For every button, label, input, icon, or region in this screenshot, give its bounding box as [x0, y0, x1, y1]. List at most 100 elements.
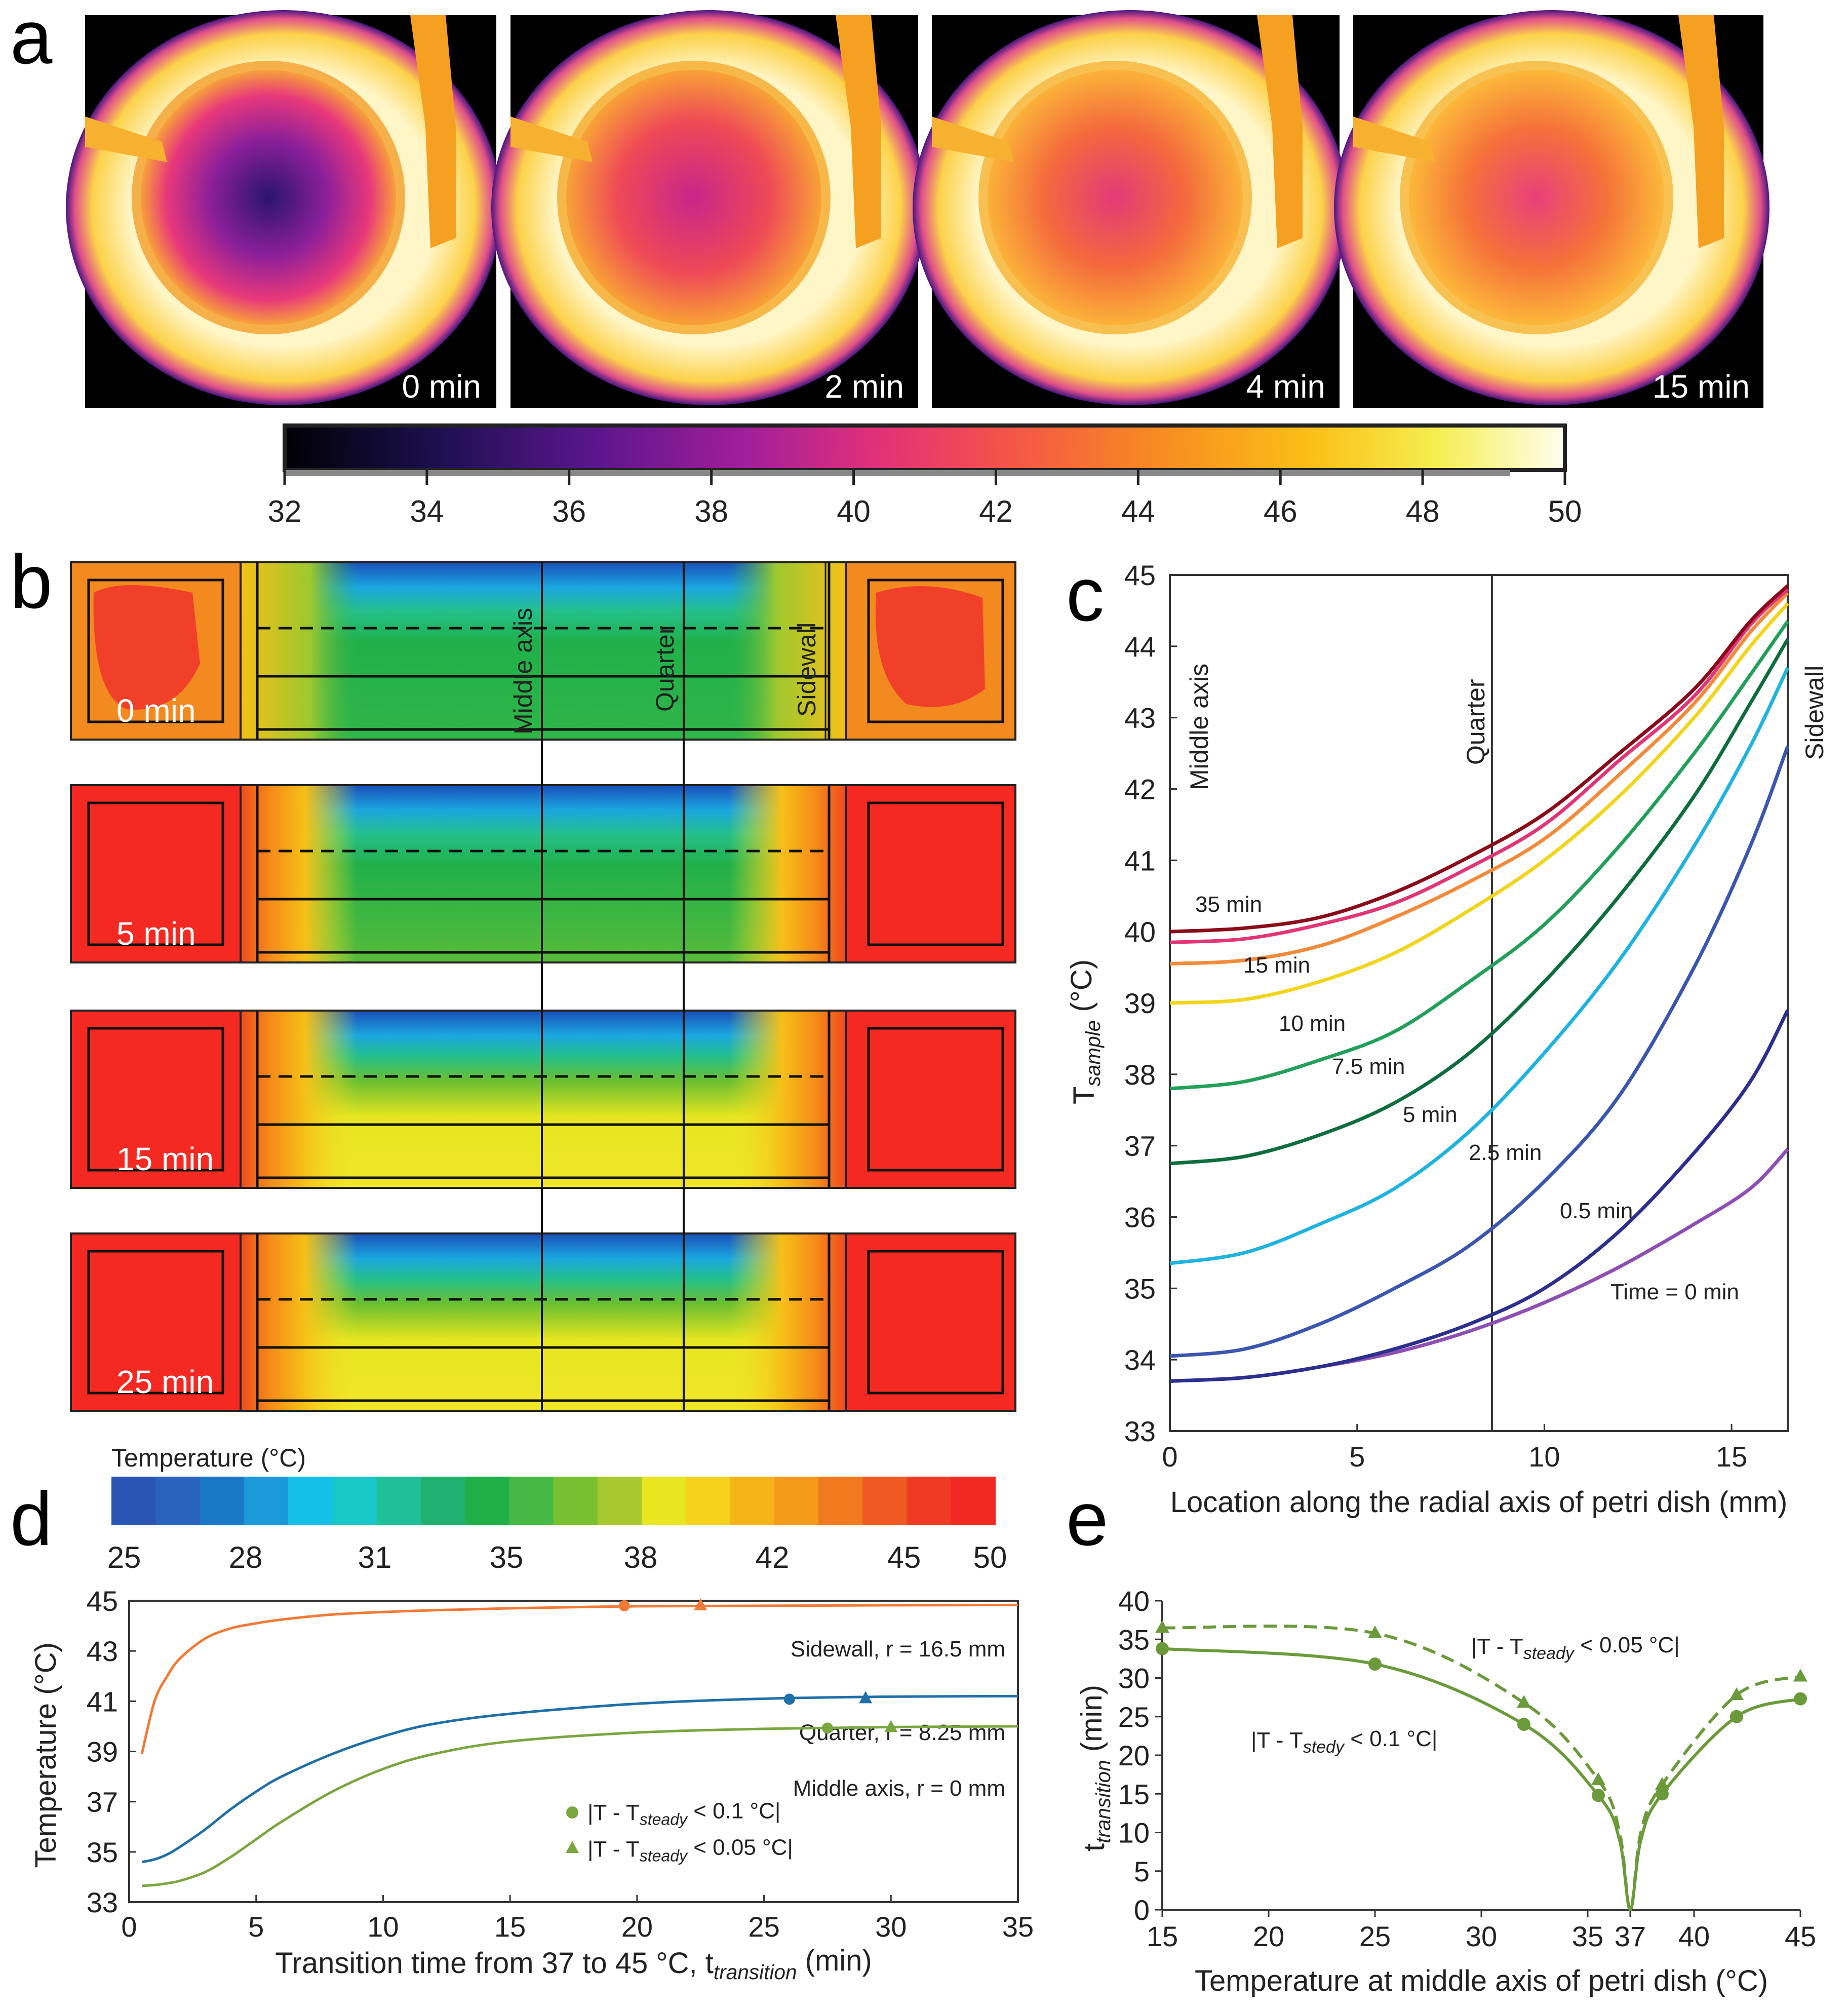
chart-e-ytick-label: 35 — [1118, 1624, 1150, 1655]
chart-e-xtick-label: 30 — [1466, 1920, 1497, 1952]
chart-d-series-line — [140, 1603, 1018, 1755]
cfd-colorbar-swatch — [332, 1477, 377, 1525]
chart-c-ytick-label: 36 — [1124, 1202, 1156, 1233]
chart-d-marker-circle — [821, 1722, 833, 1734]
cfd-colorbar-ticks: 25 28 31 35 38 42 45 50 — [107, 1540, 1007, 1574]
cfd-sample-box — [256, 1346, 831, 1402]
cfd-sample-box — [256, 898, 831, 954]
chart-e-xtick-label: 37 — [1615, 1920, 1646, 1952]
cfd-left-inner — [87, 801, 224, 946]
cfd-frame: 5 min — [70, 784, 1016, 963]
chart-d-xtick-label: 30 — [875, 1911, 907, 1943]
chart-e-marker-circle — [1156, 1642, 1169, 1655]
cfd-colorbar-tick-label: 42 — [756, 1540, 790, 1574]
cfd-colorbar-tick-label: 25 — [107, 1540, 141, 1574]
cfd-left-gradient — [241, 1011, 357, 1188]
chart-e-marker-circle — [1517, 1718, 1530, 1731]
chart-d-series-label: Middle axis, r = 0 mm — [793, 1776, 1005, 1801]
chart-c-ytick-label: 40 — [1124, 916, 1156, 948]
panel-label-c: c — [1066, 552, 1104, 637]
cfd-colorbar-swatch — [244, 1477, 289, 1525]
cfd-left-block — [70, 1232, 242, 1412]
chart-e-ytick-label: 20 — [1118, 1740, 1150, 1771]
ir-colorbar: 32 34 36 38 40 42 44 46 48 50 — [268, 423, 1582, 528]
chart-d-ytick-label: 39 — [87, 1736, 118, 1768]
chart-e: 0 5 10 15 20 25 30 35 40 15 20 25 30 35 37 40 45 Temperat… — [1075, 1585, 1816, 1997]
cfd-colorbar: Temperature (°C) 25 28 31 35 38 42 45 50 — [107, 1444, 1007, 1574]
chart-c-series-line — [1169, 638, 1790, 1166]
ir-colorbar-tick-label: 48 — [1406, 494, 1440, 528]
chart-e-marker-triangle — [1729, 1687, 1744, 1701]
chart-e-xtick-label: 40 — [1678, 1920, 1710, 1952]
cfd-colorbar-title: Temperature (°C) — [111, 1444, 306, 1472]
chart-e-ytick-label: 25 — [1118, 1701, 1150, 1733]
cfd-colorbar-swatch — [288, 1477, 333, 1525]
panel-label-b: b — [10, 539, 52, 624]
ir-frame-4: 15 min — [1334, 10, 1770, 408]
cfd-colorbar-swatch — [818, 1477, 863, 1525]
cfd-right-gradient — [729, 1233, 846, 1411]
chart-d-ytick-label: 33 — [87, 1886, 118, 1918]
chart-e-marker-triangle — [1655, 1777, 1669, 1790]
chart-e-ytick-label: 0 — [1134, 1894, 1150, 1926]
legend-circle-icon — [566, 1806, 578, 1819]
chart-e-marker-circle — [1592, 1789, 1605, 1802]
ir-colorbar-tick-label: 36 — [552, 494, 586, 528]
chart-e-annotation-005: |T - Tsteady < 0.05 °C| — [1471, 1633, 1680, 1663]
chart-e-xtick-label: 45 — [1785, 1920, 1816, 1952]
chart-d-series-line — [141, 1694, 1018, 1864]
chart-c-series-line — [1169, 1009, 1790, 1383]
chart-d-xtick-label: 5 — [248, 1911, 264, 1943]
chart-c-series-line — [1169, 667, 1790, 1265]
cfd-left-inner — [87, 1250, 224, 1395]
chart-d-series-label: Quarter, r = 8.25 mm — [799, 1720, 1005, 1745]
chart-c-xtick-label: 10 — [1528, 1441, 1560, 1473]
chart-d-ytick-label: 41 — [87, 1685, 118, 1717]
cfd-quarter-label: Quarter — [651, 626, 679, 712]
legend-triangle-label: |T - Tsteady < 0.05 °C| — [587, 1835, 793, 1865]
cfd-right-gradient — [729, 1011, 846, 1188]
cfd-frame-label: 0 min — [116, 692, 196, 729]
chart-e-xtick-label: 25 — [1359, 1920, 1391, 1952]
cfd-sample-box — [256, 1123, 831, 1179]
chart-e-ylabel: ttransition (min) — [1075, 1685, 1115, 1851]
chart-c-middle-axis-label: Middle axis — [1185, 664, 1213, 790]
chart-d-ytick-label: 43 — [87, 1635, 118, 1667]
chart-e-ytick-label: 30 — [1118, 1663, 1150, 1694]
cfd-right-inner — [867, 1027, 1004, 1172]
cfd-sidewall-label: Sidewall — [793, 623, 821, 717]
cfd-right-gradient — [729, 785, 846, 962]
chart-e-marker-circle — [1368, 1657, 1382, 1671]
ir-colorbar-tick-label: 42 — [979, 494, 1013, 528]
chart-d-series-line — [141, 1725, 1018, 1887]
cfd-colorbar-swatch — [111, 1477, 156, 1525]
chart-c-ytick-label: 43 — [1124, 702, 1156, 734]
chart-e-xlabel: Temperature at middle axis of petri dish… — [1195, 1964, 1768, 1997]
chart-c-series-label: 2.5 min — [1469, 1140, 1542, 1165]
cfd-middle-axis-label: Middle axis — [509, 608, 537, 735]
cfd-frame: 0 min — [70, 561, 1016, 741]
chart-e-ytick-label: 5 — [1134, 1856, 1150, 1887]
cfd-colorbar-swatch — [774, 1477, 819, 1525]
cfd-colorbar-swatch — [730, 1477, 775, 1525]
ir-colorbar-tick-label: 32 — [268, 494, 302, 528]
chart-d-ytick-label: 35 — [87, 1836, 118, 1868]
chart-e-annotation-01: |T - Tstedy < 0.1 °C| — [1251, 1726, 1437, 1757]
cfd-frame-label: 5 min — [116, 915, 196, 952]
chart-e-series-line — [1162, 1625, 1801, 1912]
chart-e-marker-triangle — [1155, 1620, 1169, 1633]
ir-frame-label: 4 min — [1246, 368, 1326, 405]
ir-frame-1: 0 min — [66, 10, 501, 408]
chart-d-xtick-label: 25 — [748, 1911, 779, 1943]
cfd-colorbar-swatch — [686, 1477, 731, 1525]
ir-colorbar-tick-label: 46 — [1264, 494, 1297, 528]
chart-e-series-line — [1162, 1647, 1801, 1912]
cfd-colorbar-tick-label: 35 — [490, 1540, 524, 1574]
cfd-panel: 0 min 5 min 15 min 25 min Middle axis Quarter… — [70, 561, 1016, 1412]
chart-c-xtick-label: 5 — [1349, 1441, 1365, 1473]
chart-d-xtick-label: 35 — [1002, 1911, 1034, 1943]
chart-c-ytick-label: 34 — [1124, 1344, 1156, 1376]
chart-c-xlabel: Location along the radial axis of petri … — [1170, 1486, 1788, 1519]
cfd-right-hotspot — [875, 586, 985, 707]
